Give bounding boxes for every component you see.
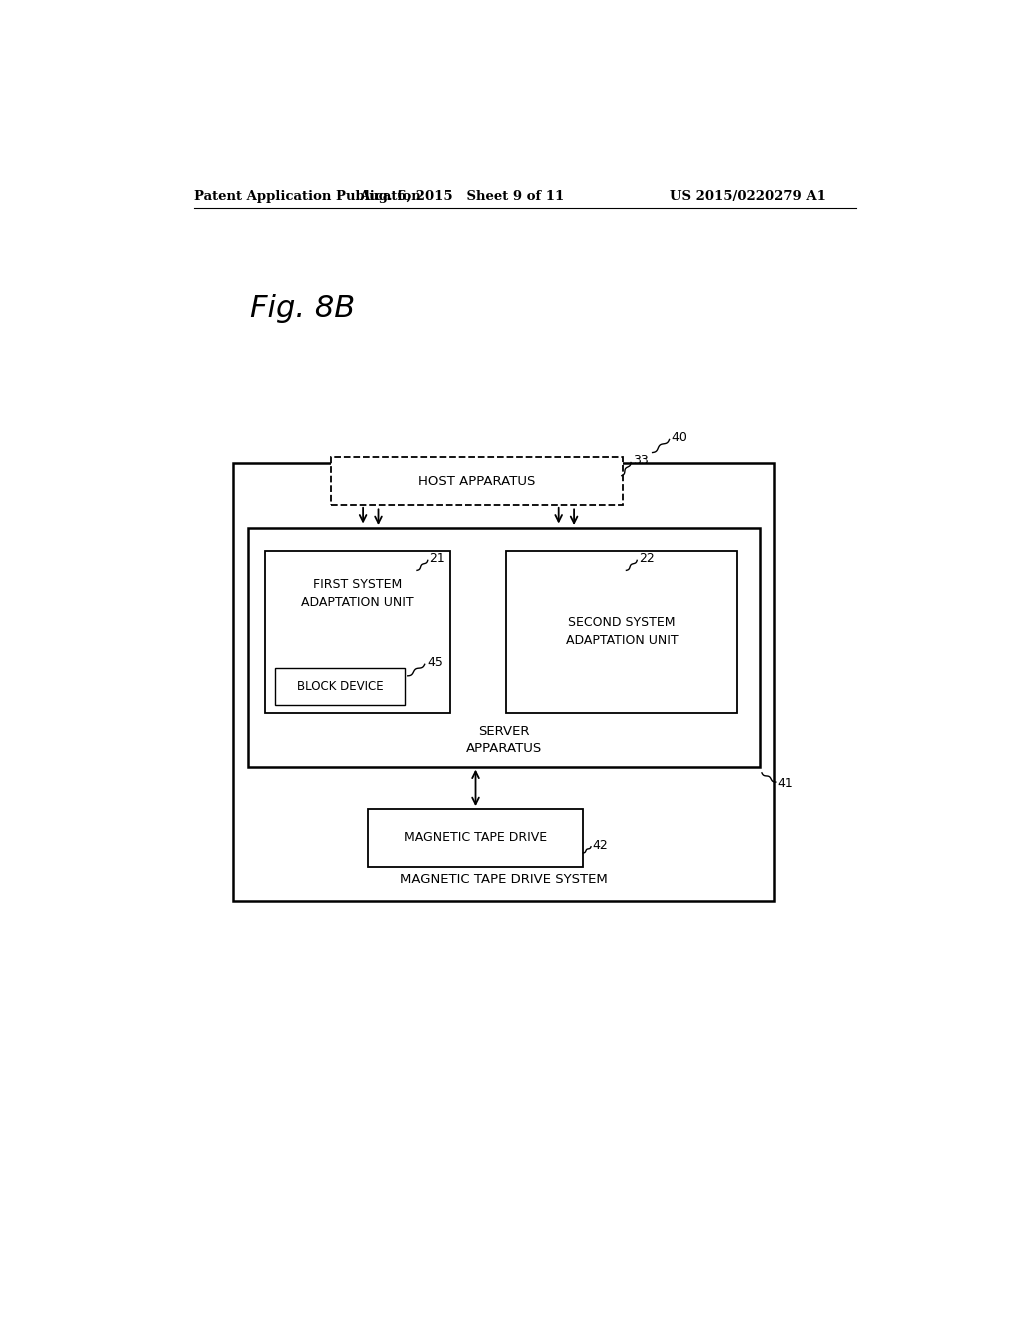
Bar [275, 668, 404, 705]
Text: FIRST SYSTEM
ADAPTATION UNIT: FIRST SYSTEM ADAPTATION UNIT [301, 578, 414, 609]
Text: Aug. 6, 2015   Sheet 9 of 11: Aug. 6, 2015 Sheet 9 of 11 [359, 190, 564, 203]
Bar [331, 457, 624, 506]
Bar [233, 462, 774, 902]
Text: MAGNETIC TAPE DRIVE SYSTEM: MAGNETIC TAPE DRIVE SYSTEM [399, 874, 607, 887]
Text: 22: 22 [639, 552, 654, 565]
Text: 41: 41 [777, 777, 794, 791]
Bar [506, 552, 737, 713]
Text: HOST APPARATUS: HOST APPARATUS [419, 474, 536, 487]
Text: US 2015/0220279 A1: US 2015/0220279 A1 [670, 190, 825, 203]
Text: SECOND SYSTEM
ADAPTATION UNIT: SECOND SYSTEM ADAPTATION UNIT [565, 616, 678, 647]
Bar [368, 809, 584, 867]
Text: Fig. 8B: Fig. 8B [250, 294, 355, 323]
Text: MAGNETIC TAPE DRIVE: MAGNETIC TAPE DRIVE [403, 832, 547, 845]
Text: 33: 33 [633, 454, 648, 467]
Bar [248, 528, 760, 767]
Text: Patent Application Publication: Patent Application Publication [194, 190, 421, 203]
Bar [265, 552, 451, 713]
Text: BLOCK DEVICE: BLOCK DEVICE [297, 680, 383, 693]
Text: SERVER
APPARATUS: SERVER APPARATUS [466, 725, 542, 755]
Text: 21: 21 [429, 552, 445, 565]
Text: 45: 45 [427, 656, 443, 669]
Text: 42: 42 [593, 838, 608, 851]
Text: 40: 40 [672, 430, 688, 444]
